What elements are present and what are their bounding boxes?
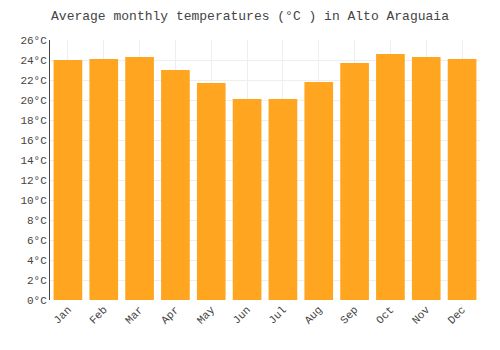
svg-text:24°C: 24°C (20, 55, 47, 67)
svg-text:Feb: Feb (87, 304, 109, 326)
svg-text:4°C: 4°C (27, 255, 47, 267)
svg-text:14°C: 14°C (20, 155, 47, 167)
svg-text:10°C: 10°C (20, 195, 47, 207)
svg-text:May: May (195, 304, 218, 327)
svg-text:Oct: Oct (374, 304, 396, 326)
svg-text:0°C: 0°C (27, 295, 47, 307)
svg-text:Aug: Aug (302, 304, 324, 326)
svg-text:Mar: Mar (123, 304, 145, 326)
svg-text:6°C: 6°C (27, 235, 47, 247)
svg-text:Apr: Apr (159, 304, 181, 326)
svg-text:26°C: 26°C (20, 35, 47, 47)
svg-text:Jan: Jan (51, 304, 73, 326)
svg-text:Nov: Nov (410, 304, 433, 327)
svg-text:22°C: 22°C (20, 75, 47, 87)
svg-text:Average monthly temperatures (: Average monthly temperatures (°C ) in Al… (51, 9, 449, 24)
svg-text:Dec: Dec (446, 304, 468, 326)
svg-text:Jul: Jul (266, 304, 288, 326)
svg-text:12°C: 12°C (20, 175, 47, 187)
svg-text:18°C: 18°C (20, 115, 47, 127)
svg-text:8°C: 8°C (27, 215, 47, 227)
svg-text:2°C: 2°C (27, 275, 47, 287)
svg-text:Jun: Jun (231, 304, 253, 326)
svg-text:20°C: 20°C (20, 95, 47, 107)
svg-text:16°C: 16°C (20, 135, 47, 147)
svg-text:Sep: Sep (338, 304, 360, 326)
